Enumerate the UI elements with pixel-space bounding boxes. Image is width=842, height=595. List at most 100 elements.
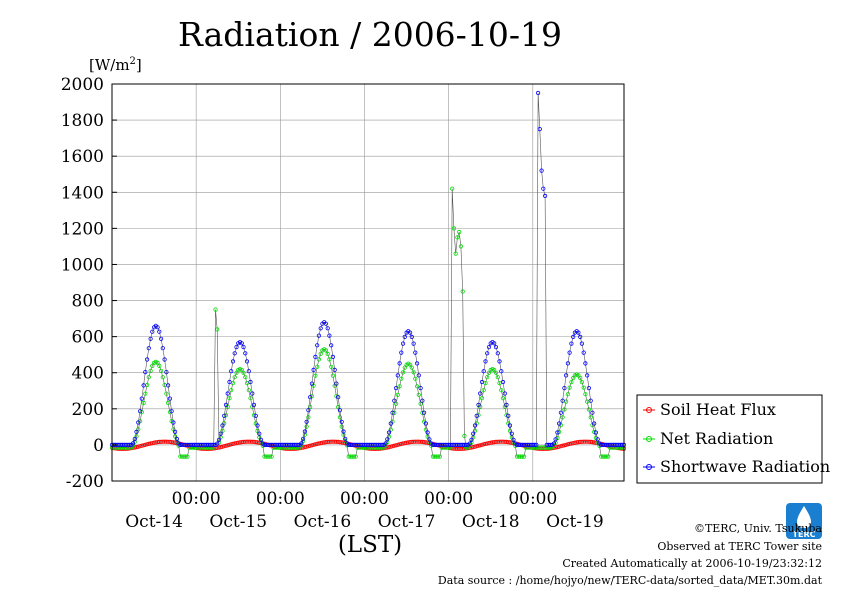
point-net-75: [241, 370, 246, 375]
point-net-269: [581, 385, 586, 390]
point-shortwave-170: [407, 330, 413, 335]
point-shortwave-70: [232, 351, 237, 356]
point-net-83: [255, 428, 260, 433]
point-shortwave-125: [329, 343, 334, 348]
point-shortwave-129: [336, 395, 341, 400]
y-tick-label-2: 200: [72, 400, 104, 420]
point-shortwave-63: [220, 423, 225, 428]
y-axis-unit: [W/m2]: [89, 56, 142, 74]
point-shortwave-165: [399, 350, 404, 355]
point-net-125: [329, 364, 334, 369]
point-shortwave-68: [229, 369, 234, 374]
point-shortwave-243: [535, 90, 541, 96]
point-shortwave-67: [227, 379, 232, 385]
point-shortwave-226: [506, 413, 511, 418]
point-shortwave-220: [495, 351, 500, 356]
point-soil-115: [311, 442, 316, 447]
point-shortwave-156: [383, 441, 388, 446]
point-net-272: [586, 407, 592, 412]
point-shortwave-219: [493, 344, 499, 350]
point-net-60: [215, 327, 220, 332]
point-shortwave-77: [244, 359, 250, 364]
point-shortwave-229: [511, 437, 516, 442]
point-shortwave-172: [411, 341, 416, 346]
point-net-131: [339, 424, 344, 429]
point-shortwave-61: [216, 437, 222, 442]
point-net-111: [304, 424, 309, 429]
x-time-label-1: 00:00: [256, 489, 305, 509]
point-shortwave-28: [159, 336, 164, 341]
point-shortwave-113: [307, 395, 313, 400]
point-shortwave-30: [162, 357, 167, 362]
point-shortwave-18: [141, 383, 146, 388]
series-line-shortwave: [112, 92, 624, 446]
point-shortwave-270: [583, 361, 588, 366]
point-net-63: [220, 428, 225, 433]
point-shortwave-13: [132, 436, 137, 442]
point-shortwave-117: [315, 343, 320, 348]
series-line-net: [112, 188, 624, 457]
point-shortwave-178: [421, 410, 427, 415]
point-net-162: [393, 401, 399, 406]
point-shortwave-173: [413, 350, 418, 355]
point-net-212: [481, 388, 486, 393]
point-net-273: [588, 415, 593, 420]
x-day-label-1: Oct-15: [209, 512, 267, 532]
point-shortwave-65: [223, 402, 229, 407]
point-shortwave-214: [485, 351, 490, 356]
chart-title: Radiation / 2006-10-19: [178, 15, 562, 54]
point-shortwave-263: [571, 334, 576, 339]
point-net-112: [306, 415, 311, 420]
point-shortwave-31: [164, 369, 169, 375]
point-shortwave-60: [215, 441, 220, 446]
point-net-126: [330, 373, 335, 378]
point-shortwave-20: [145, 357, 150, 362]
point-net-69: [230, 380, 236, 386]
y-axis-unit-end: ]: [136, 56, 142, 74]
point-shortwave-35: [171, 420, 176, 425]
point-shortwave-215: [486, 344, 492, 350]
point-shortwave-202: [464, 442, 469, 447]
point-shortwave-133: [343, 436, 348, 441]
x-day-label-2: Oct-16: [294, 512, 352, 532]
point-shortwave-122: [323, 321, 328, 326]
point-shortwave-254: [555, 430, 560, 435]
y-tick-label-1: 0: [93, 436, 104, 456]
point-shortwave-17: [139, 396, 144, 401]
point-shortwave-247: [542, 193, 548, 198]
point-shortwave-159: [388, 421, 393, 426]
point-net-258: [562, 407, 567, 412]
point-net-213: [483, 380, 488, 386]
point-shortwave-255: [556, 421, 562, 426]
point-shortwave-241: [532, 442, 537, 447]
credit-copyright: ©TERC, Univ. Tsukuba: [694, 522, 822, 535]
plot-frame: [111, 83, 625, 482]
point-shortwave-66: [225, 391, 230, 396]
point-net-129: [336, 404, 341, 410]
point-shortwave-85: [258, 437, 264, 442]
point-net-59: [213, 307, 218, 312]
credit-data-source: Data source : /home/hojyo/new/TERC-data/…: [438, 574, 823, 587]
legend-item-shortwave-radiation: Shortwave Radiation: [643, 457, 830, 476]
y-axis-unit-sup: 2: [130, 56, 136, 67]
point-net-221: [497, 380, 502, 386]
point-shortwave-256: [558, 410, 564, 415]
x-axis-label: (LST): [338, 532, 402, 558]
point-net-123: [325, 351, 330, 356]
point-net-260: [565, 392, 571, 397]
point-shortwave-253: [553, 437, 558, 442]
point-net-139: [353, 454, 358, 459]
point-shortwave-126: [330, 354, 335, 359]
point-net-124: [327, 357, 332, 362]
legend-label-soil: Soil Heat Flux: [660, 400, 776, 419]
point-shortwave-71: [234, 344, 239, 350]
point-net-167: [402, 365, 407, 370]
point-net-283: [606, 454, 611, 459]
point-shortwave-37: [174, 436, 179, 442]
point-shortwave-130: [337, 408, 342, 413]
point-shortwave-158: [386, 430, 392, 435]
legend-box: [636, 394, 823, 484]
series-layer: [109, 90, 627, 459]
point-soil-160: [390, 444, 395, 449]
point-shortwave-260: [565, 361, 571, 366]
